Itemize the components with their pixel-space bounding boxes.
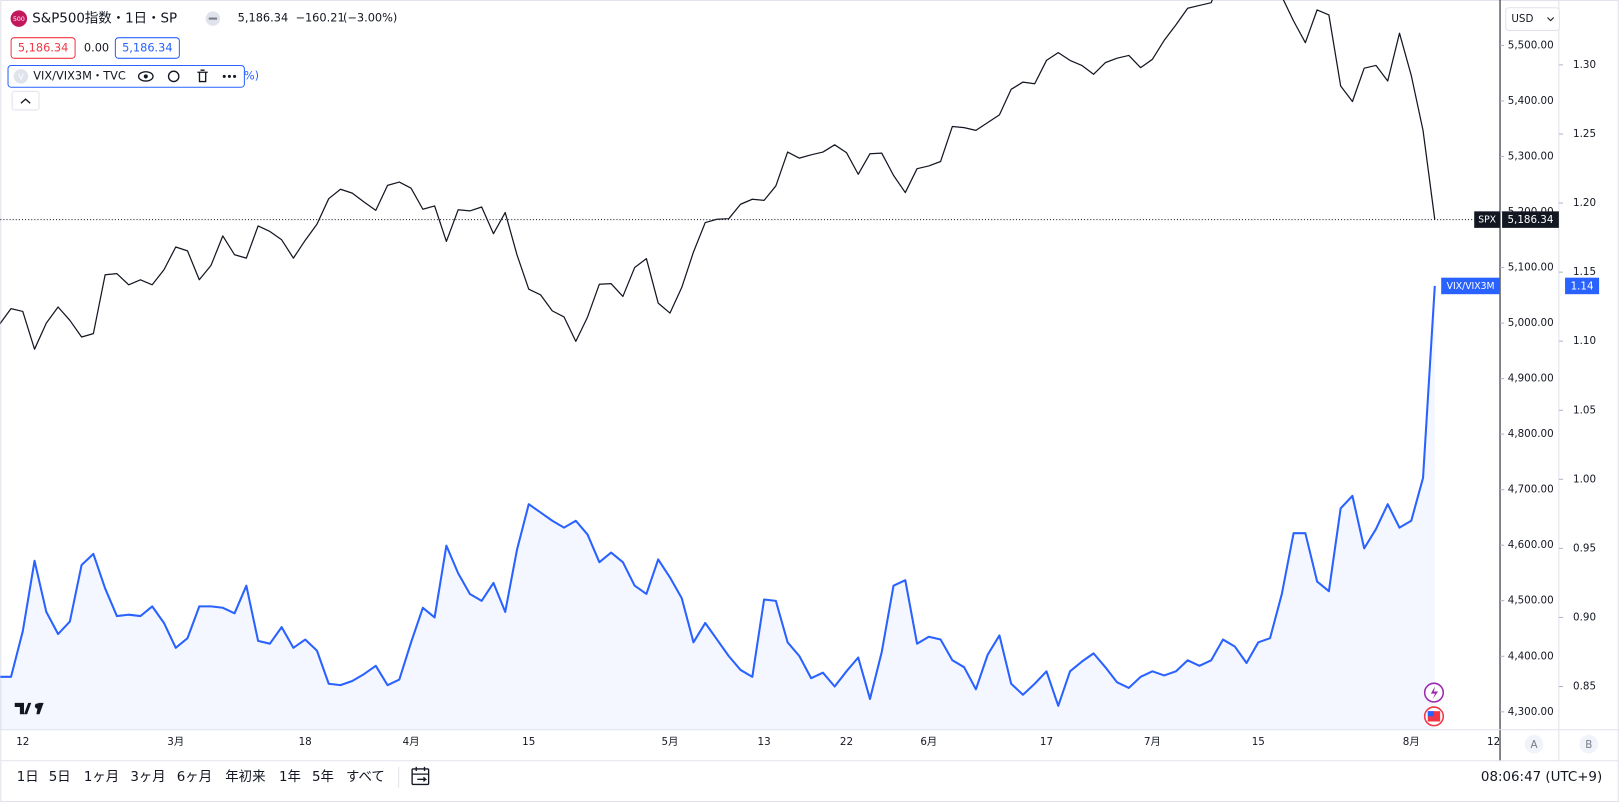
price-badge bbox=[1502, 211, 1559, 228]
price-badge-label: 5,186.34 bbox=[1508, 214, 1554, 226]
currency-select[interactable] bbox=[1505, 7, 1560, 31]
symbol-title[interactable]: S&P500指数・1日・SP bbox=[32, 11, 177, 27]
collapse-icon bbox=[20, 98, 31, 104]
clock[interactable]: 08:06:47 (UTC+9) bbox=[1481, 770, 1602, 785]
x-tick-label: 12 bbox=[16, 736, 29, 748]
ask-price: 5,186.34 bbox=[122, 41, 173, 55]
x-tick-label: 13 bbox=[758, 736, 771, 748]
ask-box[interactable] bbox=[114, 37, 180, 59]
price-change-pct: (−3.00%) bbox=[343, 11, 397, 25]
y-tick-label: 5,000.00 bbox=[1508, 317, 1554, 329]
y-tick-label: 4,900.00 bbox=[1508, 373, 1554, 385]
logo-text: 500 bbox=[13, 16, 25, 23]
x-tick-label: 17 bbox=[1040, 736, 1053, 748]
bid-box[interactable] bbox=[10, 37, 76, 59]
currency-caret bbox=[1547, 17, 1555, 22]
goto-date-icon[interactable] bbox=[411, 766, 430, 786]
range-button[interactable]: 1ヶ月 bbox=[84, 770, 119, 785]
y2-tick-label: 0.90 bbox=[1573, 611, 1596, 623]
y2-tick-label: 1.05 bbox=[1573, 404, 1596, 416]
collapse-button[interactable] bbox=[11, 90, 40, 111]
event-bolt bbox=[1430, 686, 1439, 699]
x-tick-label: 15 bbox=[522, 736, 535, 748]
range-button[interactable]: 3ヶ月 bbox=[130, 770, 165, 785]
x-tick-label: 22 bbox=[840, 736, 853, 748]
series-line bbox=[0, 0, 1436, 350]
series-badge bbox=[1441, 277, 1501, 295]
y2-tick-label: 1.10 bbox=[1573, 335, 1596, 347]
y2-tick-label: 0.85 bbox=[1573, 681, 1596, 693]
study-logo bbox=[13, 69, 29, 84]
y2-tick-label: 1.30 bbox=[1573, 59, 1596, 71]
price-badge-label: 1.14 bbox=[1571, 280, 1594, 292]
more-icon[interactable] bbox=[222, 74, 237, 78]
eye-icon[interactable] bbox=[137, 71, 154, 82]
range-button[interactable]: 6ヶ月 bbox=[177, 770, 212, 785]
y2-tick-label: 1.15 bbox=[1573, 266, 1596, 278]
plot-area bbox=[0, 0, 1436, 730]
y-tick-label: 4,500.00 bbox=[1508, 595, 1554, 607]
settings-icon[interactable] bbox=[167, 70, 180, 83]
x-tick-label: 15 bbox=[1252, 736, 1265, 748]
flag-canton bbox=[1427, 711, 1434, 717]
symbol-logo bbox=[10, 10, 28, 27]
y-tick-label: 4,600.00 bbox=[1508, 539, 1554, 551]
scale-label: B bbox=[1585, 739, 1592, 751]
series-badge bbox=[1474, 211, 1501, 228]
tv-logo-part bbox=[36, 702, 44, 715]
y-tick-label: 4,400.00 bbox=[1508, 650, 1554, 662]
x-tick-label: 5月 bbox=[662, 736, 679, 748]
delete-icon[interactable] bbox=[197, 69, 208, 83]
spread: 0.00 bbox=[84, 41, 109, 55]
x-tick-label: 12 bbox=[1487, 736, 1500, 748]
range-button[interactable]: すべて bbox=[346, 769, 385, 785]
series-badge-label: SPX bbox=[1478, 215, 1496, 226]
y2-tick-label: 1.00 bbox=[1573, 473, 1596, 485]
x-tick-label: 3月 bbox=[167, 736, 184, 748]
last-price: 5,186.34 bbox=[238, 11, 289, 25]
range-button[interactable]: 5日 bbox=[49, 770, 71, 785]
y-tick-label: 5,500.00 bbox=[1508, 39, 1554, 51]
y-tick-label: 4,700.00 bbox=[1508, 484, 1554, 496]
price-change: −160.21 bbox=[295, 11, 344, 25]
y2-tick-label: 1.25 bbox=[1573, 128, 1596, 140]
study-legend[interactable] bbox=[7, 65, 245, 88]
range-button[interactable]: 5年 bbox=[312, 769, 334, 785]
y-tick-label: 4,300.00 bbox=[1508, 706, 1554, 718]
x-tick-label: 4月 bbox=[403, 736, 420, 748]
y-tick-label: 5,100.00 bbox=[1508, 262, 1554, 274]
range-button[interactable]: 年初来 bbox=[225, 769, 265, 785]
scale-button[interactable] bbox=[1579, 734, 1599, 754]
x-tick-label: 18 bbox=[299, 736, 312, 748]
auto-scale-button[interactable] bbox=[1524, 734, 1544, 754]
study-logo-text: V bbox=[18, 71, 24, 81]
y2-tick-label: 0.95 bbox=[1573, 542, 1596, 554]
range-button[interactable]: 1日 bbox=[17, 770, 39, 785]
y-tick-label: 5,300.00 bbox=[1508, 150, 1554, 162]
y-tick-label: 5,400.00 bbox=[1508, 95, 1554, 107]
y-tick-label: 4,800.00 bbox=[1508, 428, 1554, 440]
series-badge-label: VIX/VIX3M bbox=[1447, 281, 1495, 292]
x-tick-label: 7月 bbox=[1144, 736, 1161, 748]
eye-pupil bbox=[143, 74, 148, 79]
study-tail: %) bbox=[244, 68, 259, 82]
tv-logo bbox=[14, 702, 32, 715]
bid-price: 5,186.34 bbox=[18, 41, 69, 55]
auto-scale-label: A bbox=[1531, 739, 1538, 751]
range-button[interactable]: 1年 bbox=[279, 769, 301, 785]
study-name: VIX/VIX3M・TVC bbox=[33, 68, 126, 82]
x-tick-label: 8月 bbox=[1403, 736, 1420, 748]
currency: USD bbox=[1511, 13, 1533, 25]
x-tick-label: 6月 bbox=[920, 736, 937, 748]
series-line bbox=[0, 285, 1436, 707]
price-badge bbox=[1565, 277, 1600, 295]
y2-tick-label: 1.20 bbox=[1573, 197, 1596, 209]
